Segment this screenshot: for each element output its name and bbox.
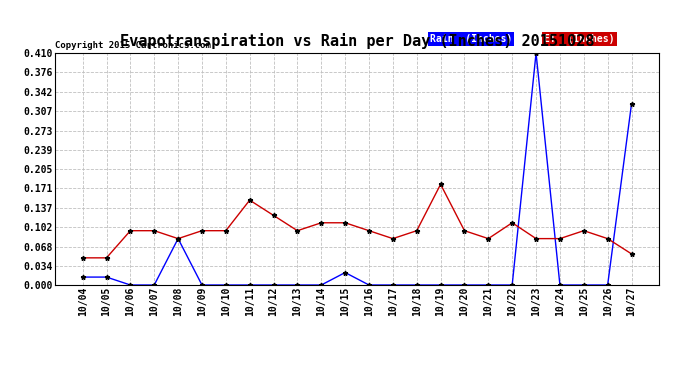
Text: Rain  (Inches): Rain (Inches) — [429, 34, 512, 44]
Title: Evapotranspiration vs Rain per Day (Inches) 20151028: Evapotranspiration vs Rain per Day (Inch… — [120, 33, 594, 48]
Text: Copyright 2015 Cartronics.com: Copyright 2015 Cartronics.com — [55, 41, 211, 50]
Text: ET  (Inches): ET (Inches) — [544, 34, 615, 44]
